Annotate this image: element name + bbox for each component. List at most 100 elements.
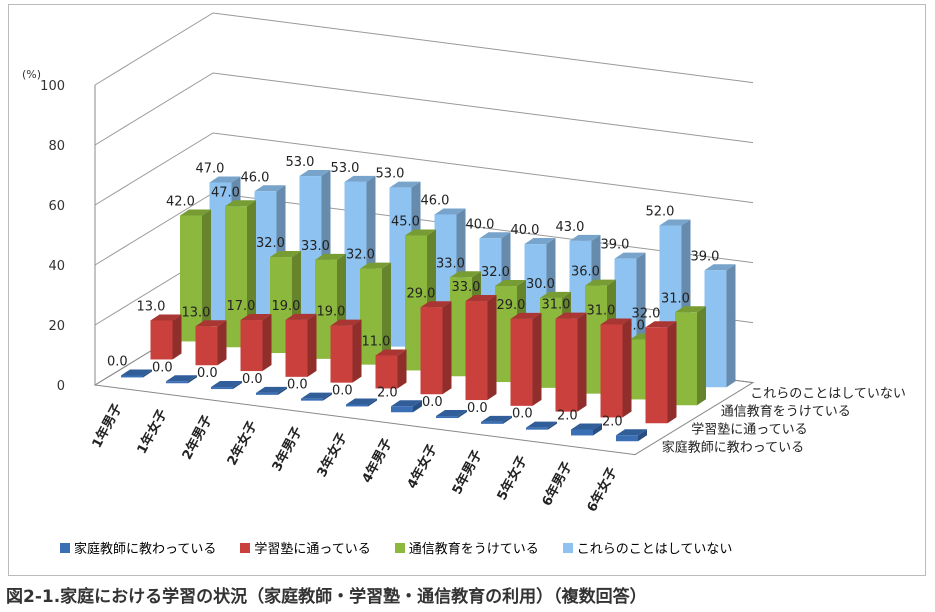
legend-item: 通信教育をうけている (394, 538, 539, 557)
bar-top (195, 320, 227, 327)
legend-item: 家庭教師に教わっている (60, 538, 216, 557)
bar-top (616, 429, 647, 436)
bar-top (526, 421, 557, 428)
bar-side (307, 313, 317, 377)
bar-7-series-0 (436, 416, 458, 419)
legend-swatch (60, 542, 70, 553)
y-tick-label: 80 (48, 139, 65, 154)
data-label: 31.0 (661, 291, 690, 306)
data-label: 33.0 (452, 280, 481, 295)
bar-7-series-1 (465, 301, 488, 401)
bar-top (330, 319, 362, 326)
bar-side (622, 318, 632, 418)
data-label: 0.0 (242, 372, 263, 387)
bar-top (555, 312, 587, 319)
bar-0-series-0 (121, 375, 143, 378)
bar-side (352, 319, 362, 383)
data-label: 39.0 (601, 238, 630, 253)
bar-top (360, 262, 391, 269)
bar-top (675, 306, 706, 313)
bar-9-series-0 (526, 427, 548, 430)
legend-label: 通信教育をうけている (408, 542, 539, 557)
bar-4-series-2 (360, 268, 382, 365)
data-label: 2.0 (602, 414, 623, 429)
bar-3-series-1 (285, 319, 308, 377)
bar-side (278, 386, 287, 395)
bar-11-series-0 (616, 435, 638, 442)
bar-top (121, 369, 152, 376)
gridline (94, 132, 754, 206)
bar-top (375, 349, 407, 356)
bar-side (323, 392, 332, 401)
bar-top (315, 253, 346, 260)
bar-top (420, 301, 452, 308)
data-label: 2.0 (557, 408, 578, 423)
bar-side (532, 312, 542, 406)
category-label: 4年女子 (404, 441, 441, 491)
bar-side (667, 321, 677, 424)
bar-side (368, 398, 377, 407)
data-label: 19.0 (272, 299, 301, 314)
bar-top (344, 175, 376, 182)
y-tick-label: 20 (48, 319, 65, 334)
category-label: 6年女子 (584, 465, 621, 515)
bar-top (285, 313, 317, 320)
bar-top (479, 232, 511, 239)
data-label: 19.0 (317, 305, 346, 320)
data-label: 32.0 (632, 306, 661, 321)
bar-11-series-3 (704, 270, 727, 388)
bar-side (548, 421, 557, 430)
bar-side (247, 200, 256, 348)
data-label: 42.0 (166, 194, 195, 209)
bar-top (465, 295, 497, 302)
bar-side (202, 209, 211, 342)
bar-side (458, 410, 467, 419)
category-label: 2年男子 (179, 412, 216, 462)
bar-top (524, 238, 556, 245)
data-label: 29.0 (407, 286, 436, 301)
bar-top (450, 271, 481, 278)
bar-side (397, 349, 407, 389)
bar-top (166, 375, 197, 382)
bar-top (436, 410, 467, 417)
bar-6-series-0 (391, 406, 413, 413)
bar-top (659, 219, 691, 226)
bar-5-series-1 (375, 355, 398, 389)
data-label: 0.0 (287, 378, 308, 393)
category-label: 2年女子 (224, 418, 261, 468)
bar-top (180, 209, 211, 216)
bar-side (697, 306, 706, 406)
bar-top (571, 423, 602, 430)
bar-top (645, 321, 677, 328)
data-label: 29.0 (497, 298, 526, 313)
category-label: 3年女子 (314, 430, 351, 480)
data-label: 46.0 (421, 193, 450, 208)
data-label: 32.0 (346, 248, 375, 263)
bar-top (569, 234, 601, 241)
legend-swatch (394, 542, 405, 553)
bar-side (382, 262, 391, 365)
bar-top (495, 280, 526, 287)
bar-top (301, 392, 332, 399)
figure-caption: 図2-1.家庭における学習の状況（家庭教師・学習塾・通信教育の利用）（複数回答） (6, 587, 647, 607)
data-label: 13.0 (182, 305, 211, 320)
bar-1-series-1 (195, 326, 218, 366)
bar-11-series-1 (645, 327, 668, 424)
y-tick-label: 100 (40, 79, 65, 94)
data-label: 31.0 (542, 298, 571, 313)
data-label: 52.0 (646, 204, 675, 219)
data-label: 33.0 (301, 239, 330, 254)
legend-item: 学習塾に通っている (240, 538, 371, 557)
category-label: 6年男子 (539, 459, 576, 509)
data-label: 0.0 (332, 383, 353, 398)
bar-top (211, 381, 242, 388)
data-label: 13.0 (137, 299, 166, 314)
bar-top (256, 386, 287, 393)
data-label: 36.0 (571, 265, 600, 280)
data-label: 2.0 (377, 385, 398, 400)
bar-top (510, 312, 542, 319)
category-label: 5年女子 (494, 453, 531, 503)
bar-side (188, 375, 197, 384)
bar-8-series-0 (481, 421, 503, 424)
category-label: 1年男子 (89, 401, 126, 451)
